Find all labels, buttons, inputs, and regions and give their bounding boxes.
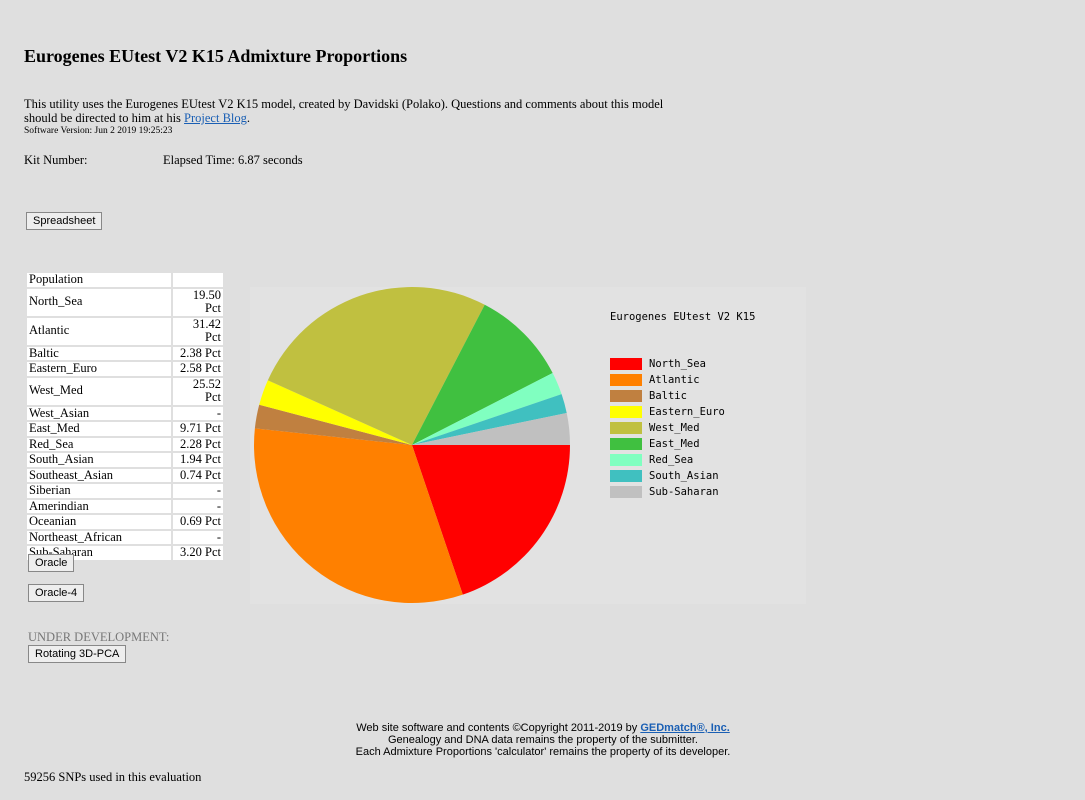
value-cell: 2.58 Pct xyxy=(171,360,225,378)
footer-text: Genealogy and DNA data remains the prope… xyxy=(387,734,698,746)
pie-slice xyxy=(412,304,553,445)
legend-swatch xyxy=(610,358,642,370)
legend-swatch xyxy=(610,454,642,466)
elapsed: Elapsed Time: 6.87 seconds xyxy=(163,153,303,167)
pie-slice xyxy=(412,394,567,445)
version: Software Version: Jun 2 2019 19:25:23 xyxy=(24,126,173,136)
pie-slice xyxy=(412,372,562,445)
legend-label: West_Med xyxy=(649,422,700,434)
legend-label: South_Asian xyxy=(649,470,719,482)
footer-text: Web site software and contents ©Copyrigh… xyxy=(356,722,641,734)
name-cell: Amerindian xyxy=(25,497,173,515)
legend-swatch xyxy=(610,470,642,482)
row: Southeast_Asian 0.74 Pct xyxy=(25,466,225,484)
name-cell: Siberian xyxy=(25,482,173,500)
legend-label: Baltic xyxy=(649,390,687,402)
value-cell: 2.38 Pct xyxy=(171,344,225,362)
pie-slice xyxy=(412,412,570,445)
legend-label: Atlantic xyxy=(649,374,700,386)
pie-slice xyxy=(259,380,412,445)
spreadsheet-button[interactable]: Spreadsheet xyxy=(26,212,103,230)
row: Baltic 2.38 Pct xyxy=(25,344,225,362)
pca-button[interactable]: Rotating 3D-PCA xyxy=(28,645,127,663)
footer: Web site software and contents ©Copyrigh… xyxy=(193,722,893,758)
value-cell: - xyxy=(171,404,225,422)
row: Amerindian - xyxy=(25,497,225,515)
legend-label: North_Sea xyxy=(649,358,706,370)
dev-label: UNDER DEVELOPMENT: xyxy=(28,630,170,644)
pie-slice xyxy=(412,445,570,595)
legend-swatch xyxy=(610,374,642,386)
legend-label: Sub-Saharan xyxy=(649,486,719,498)
value-cell: 1.94 Pct xyxy=(171,451,225,469)
value-cell: 0.74 Pct xyxy=(171,466,225,484)
row: Atlantic 31.42 Pct xyxy=(25,315,225,347)
legend-swatch xyxy=(610,422,642,434)
legend-swatch xyxy=(610,390,642,402)
name-cell: Oceanian xyxy=(25,513,173,531)
value-cell: - xyxy=(171,497,225,515)
row: Oceanian 0.69 Pct xyxy=(25,513,225,531)
value-cell: - xyxy=(171,482,225,500)
chart-title: Eurogenes EUtest V2 K15 xyxy=(610,311,755,323)
row: South_Asian 1.94 Pct xyxy=(25,451,225,469)
legend-label: Red_Sea xyxy=(649,454,693,466)
table-body: Population North_Sea 19.50 Pct Atlantic 31.4… xyxy=(25,271,225,562)
title: Eurogenes EUtest V2 K15 Admixture Propor… xyxy=(24,46,408,66)
name-cell: Eastern_Euro xyxy=(25,360,173,378)
name-cell: North_Sea xyxy=(25,286,173,318)
name-cell: East_Med xyxy=(25,420,173,438)
row: Northeast_African - xyxy=(25,528,225,546)
intro-end: . xyxy=(246,111,251,125)
row: North_Sea 19.50 Pct xyxy=(25,286,225,318)
oracle-button[interactable]: Oracle xyxy=(28,554,75,572)
name-cell: South_Asian xyxy=(25,451,173,469)
value-cell: 3.20 Pct xyxy=(171,544,225,562)
row: West_Asian - xyxy=(25,404,225,422)
value-cell: 2.28 Pct xyxy=(171,435,225,453)
intro-text: This utility uses the Eurogenes EUtest V… xyxy=(24,97,664,125)
name-cell: West_Asian xyxy=(25,404,173,422)
value-cell: 0.69 Pct xyxy=(171,513,225,531)
name-cell: Baltic xyxy=(25,344,173,362)
footer-text: Each Admixture Proportions 'calculator' … xyxy=(355,746,731,758)
row: Population xyxy=(25,271,225,289)
legend-label: Eastern_Euro xyxy=(649,406,725,418)
name-cell: West_Med xyxy=(25,375,173,407)
name-cell: Southeast_Asian xyxy=(25,466,173,484)
row: West_Med 25.52 Pct xyxy=(25,375,225,407)
value-cell: 9.71 Pct xyxy=(171,420,225,438)
oracle4-button[interactable]: Oracle-4 xyxy=(28,584,85,602)
value-cell: 25.52 Pct xyxy=(171,375,225,407)
legend-swatch xyxy=(610,438,642,450)
gedmatch-link[interactable]: GEDmatch®, Inc. xyxy=(640,722,730,734)
intro: This utility uses the Eurogenes EUtest V… xyxy=(24,97,684,125)
snps: 59256 SNPs used in this evaluation xyxy=(24,770,202,784)
chart: Eurogenes EUtest V2 K15 North_Sea Atlanti… xyxy=(250,287,806,604)
name-cell: Atlantic xyxy=(25,315,173,347)
legend-swatch xyxy=(610,406,642,418)
header-cell xyxy=(171,271,225,289)
pie-slice xyxy=(267,287,485,445)
row: Siberian - xyxy=(25,482,225,500)
pie-slice xyxy=(254,404,412,445)
blog-link[interactable]: Project Blog xyxy=(184,111,247,125)
table: Population North_Sea 19.50 Pct Atlantic 31.4… xyxy=(25,271,225,562)
value-cell: - xyxy=(171,528,225,546)
legend-label: East_Med xyxy=(649,438,700,450)
legend-swatch xyxy=(610,486,642,498)
name-cell: Northeast_African xyxy=(25,528,173,546)
kit-label: Kit Number: xyxy=(24,153,88,167)
row: East_Med 9.71 Pct xyxy=(25,420,225,438)
row: Eastern_Euro 2.58 Pct xyxy=(25,360,225,378)
value-cell: 31.42 Pct xyxy=(171,315,225,347)
value-cell: 19.50 Pct xyxy=(171,286,225,318)
name-cell: Red_Sea xyxy=(25,435,173,453)
row: Red_Sea 2.28 Pct xyxy=(25,435,225,453)
header-cell: Population xyxy=(25,271,173,289)
pie-slice xyxy=(254,428,463,603)
